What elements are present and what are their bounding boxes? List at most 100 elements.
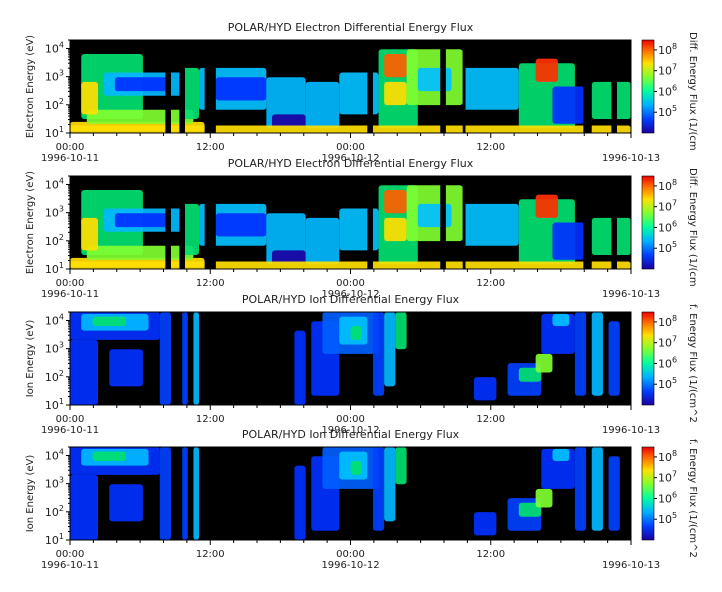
y-tick-label: 101 (45, 125, 64, 140)
panel-2: POLAR/HYD Electron Differential Energy F… (25, 157, 698, 300)
x-tick-time: 00:00 (336, 278, 365, 289)
flux-region (305, 81, 340, 129)
data-gap (611, 176, 617, 269)
flux-region (535, 488, 553, 508)
flux-region (109, 349, 143, 387)
flux-region (384, 312, 396, 387)
colorbar-tick-label: 107 (658, 63, 677, 78)
x-tick-time: 12:00 (476, 142, 505, 153)
x-tick-date: 1996-10-13 (602, 425, 660, 436)
colorbar-tick-label: 107 (658, 199, 677, 214)
colorbar-label: f. Energy Flux (1/(cm^2 (687, 439, 698, 558)
flux-region (215, 77, 267, 101)
y-tick-label: 102 (45, 97, 64, 112)
x-tick-date: 1996-10-13 (602, 289, 660, 300)
flux-region (109, 484, 143, 522)
colorbar-tick-label: 108 (658, 178, 677, 193)
y-tick-label: 103 (45, 205, 64, 220)
flux-region (182, 203, 200, 256)
flux-region (574, 447, 587, 531)
flux-region (114, 213, 171, 228)
data-gap (204, 40, 216, 133)
x-tick-time: 12:00 (196, 142, 225, 153)
flux-region (193, 312, 200, 405)
flux-region (608, 321, 620, 396)
flux-region (70, 261, 631, 269)
flux-region (462, 67, 519, 110)
flux-region (86, 245, 194, 260)
x-tick-date: 1996-10-11 (41, 153, 99, 164)
x-tick-date: 1996-10-11 (41, 560, 99, 571)
flux-region (591, 312, 603, 396)
flux-region (384, 53, 407, 78)
data-gap (462, 40, 466, 133)
x-tick-date: 1996-10-12 (321, 560, 379, 571)
spectrogram (70, 176, 631, 269)
x-tick-time: 00:00 (336, 142, 365, 153)
x-tick-time: 00:00 (336, 414, 365, 425)
colorbar-tick-label: 106 (658, 219, 677, 234)
spectrogram (70, 447, 620, 540)
y-tick-label: 101 (45, 532, 64, 547)
data-gap (583, 176, 592, 269)
colorbar (641, 311, 655, 406)
flux-region (70, 339, 99, 405)
flux-region (372, 447, 385, 531)
panel-title: POLAR/HYD Electron Differential Energy F… (228, 157, 474, 170)
y-tick-label: 101 (45, 397, 64, 412)
x-tick-date: 1996-10-13 (602, 560, 660, 571)
flux-region (395, 312, 407, 350)
flux-region (114, 77, 171, 92)
flux-region (271, 250, 306, 265)
flux-region (81, 217, 99, 251)
flux-region (350, 460, 362, 475)
x-tick-time: 00:00 (56, 414, 85, 425)
y-tick-label: 103 (45, 69, 64, 84)
flux-region (535, 194, 559, 218)
x-tick-time: 12:00 (476, 278, 505, 289)
flux-region (182, 312, 188, 405)
data-gap (440, 40, 446, 133)
y-tick-label: 103 (45, 341, 64, 356)
y-tick-label: 102 (45, 504, 64, 519)
flux-region (70, 474, 99, 540)
data-gap (179, 176, 186, 269)
colorbar (641, 39, 655, 134)
x-tick-date: 1996-10-12 (321, 425, 379, 436)
flux-region (271, 114, 306, 129)
flux-region (384, 189, 407, 214)
flux-region (552, 86, 592, 124)
y-tick-label: 104 (45, 312, 64, 327)
flux-region (473, 512, 497, 536)
x-tick-time: 12:00 (196, 414, 225, 425)
x-tick-date: 1996-10-11 (41, 289, 99, 300)
colorbar-tick-label: 106 (658, 490, 677, 505)
y-tick-label: 102 (45, 233, 64, 248)
x-tick-time: 12:00 (196, 278, 225, 289)
flux-region (384, 217, 407, 242)
data-gap (367, 40, 373, 133)
flux-region (518, 502, 542, 517)
data-gap (462, 176, 466, 269)
panel-title: POLAR/HYD Ion Differential Energy Flux (242, 428, 460, 441)
flux-region (552, 313, 570, 326)
flux-region (552, 222, 592, 260)
y-tick-label: 104 (45, 447, 64, 462)
colorbar-tick-label: 108 (658, 42, 677, 57)
y-tick-label: 103 (45, 476, 64, 491)
flux-region (395, 447, 407, 485)
colorbar-tick-label: 108 (658, 449, 677, 464)
flux-region (305, 217, 340, 265)
flux-region (159, 447, 171, 540)
y-tick-label: 104 (45, 176, 64, 191)
x-tick-time: 12:00 (476, 549, 505, 560)
y-tick-label: 101 (45, 261, 64, 276)
panel-1: POLAR/HYD Electron Differential Energy F… (25, 21, 698, 164)
flux-region (518, 367, 542, 382)
flux-region (215, 213, 267, 237)
colorbar-label: Diff. Energy Flux (1/(cm (687, 32, 698, 151)
flux-region (350, 325, 362, 340)
x-tick-date: 1996-10-13 (602, 153, 660, 164)
flux-region (462, 203, 519, 246)
x-tick-time: 12:00 (476, 414, 505, 425)
